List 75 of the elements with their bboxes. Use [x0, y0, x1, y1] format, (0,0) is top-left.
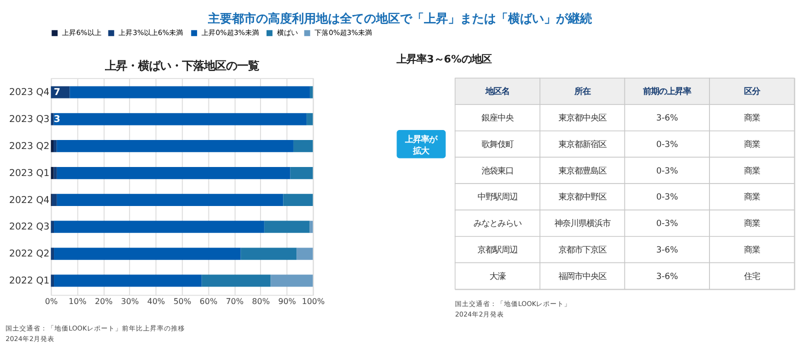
bar: [50, 166, 54, 180]
chart-title: 上昇・横ばい・下落地区の一覧: [104, 60, 259, 73]
text: みなとみらい: [474, 218, 522, 228]
bar: [264, 220, 310, 233]
text: 住宅: [744, 270, 760, 281]
category-label: 区分: [744, 86, 761, 96]
text: 商業: [744, 165, 760, 176]
text: 商業: [744, 218, 760, 228]
bar: [50, 86, 70, 98]
text: 商業: [744, 138, 760, 149]
y-tick-label: 2022 Q2: [9, 248, 50, 260]
bar: [54, 274, 202, 287]
bar: [54, 140, 57, 152]
bar: [306, 113, 313, 126]
text: 京都駅周辺: [478, 244, 518, 254]
y-tick-label: 2023 Q3: [9, 114, 50, 125]
text: 0-3%: [656, 138, 678, 149]
y-tick-label: 2023 Q4: [9, 87, 50, 98]
text: 池袋東口: [482, 165, 514, 176]
text: 東京都豊島区: [558, 165, 606, 176]
text: 東京都新宿区: [558, 138, 606, 149]
bar: [310, 220, 313, 233]
bar: [54, 166, 57, 180]
text: 上昇率3～6%の地区: [396, 54, 492, 66]
y-tick-label: 2023 Q2: [9, 140, 50, 152]
bar: [50, 274, 54, 287]
bar: [50, 248, 54, 260]
bar: [283, 194, 313, 206]
bar: [50, 220, 54, 233]
bar: [54, 220, 264, 233]
text: 神奈川県横浜市: [554, 218, 610, 228]
bar: [54, 248, 241, 260]
bar: [290, 166, 313, 180]
text: 商業: [744, 192, 760, 202]
text: 銀座中央: [482, 112, 514, 123]
bar: [56, 140, 294, 152]
category-label: 地区名: [484, 86, 510, 96]
text: 3-6%: [656, 270, 678, 281]
bar: [296, 248, 313, 260]
y-tick-label: 2022 Q4: [9, 194, 50, 206]
text: 福岡市中央区: [558, 270, 606, 281]
bar: [270, 274, 313, 287]
text: 東京都中野区: [558, 192, 606, 202]
bar: [240, 248, 297, 260]
category-label: 所在: [573, 86, 590, 96]
text: 上昇率が拡大: [404, 134, 438, 156]
text: 京都市下京区: [558, 244, 606, 254]
text: 中野駅周辺: [478, 192, 518, 202]
annotation: 7: [54, 87, 60, 98]
y-tick-label: 2023 Q1: [9, 168, 50, 179]
text: 商業: [744, 244, 760, 254]
bar: [70, 86, 310, 98]
bar: [52, 194, 57, 206]
bar: [50, 113, 54, 126]
text: 歌舞伎町: [482, 138, 514, 149]
text: 0-3%: [656, 192, 678, 202]
text: 3-6%: [656, 244, 678, 254]
bar: [56, 166, 290, 180]
text: 主要都市の高度利用地は全ての地区で「上昇」または「横ばい」が継続: [207, 12, 592, 26]
bar: [50, 140, 54, 152]
text: 0-3%: [656, 165, 678, 176]
bar: [54, 113, 307, 126]
y-tick-label: 2022 Q1: [9, 276, 50, 287]
category-label: 前期の上昇率: [642, 86, 692, 96]
text: 0-3%: [656, 218, 678, 228]
text: 東京都中央区: [558, 112, 606, 123]
bar: [56, 194, 284, 206]
text: 大濠: [490, 270, 506, 281]
bar: [310, 86, 313, 98]
bar: [293, 140, 313, 152]
bar: [202, 274, 271, 287]
annotation: 3: [54, 114, 60, 125]
text: 3-6%: [656, 112, 678, 123]
y-tick-label: 2022 Q3: [9, 222, 50, 233]
text: 商業: [744, 112, 760, 123]
